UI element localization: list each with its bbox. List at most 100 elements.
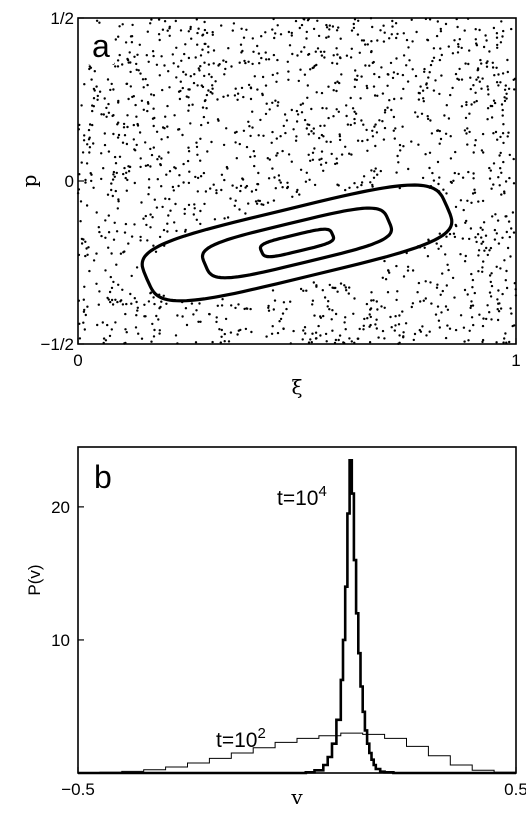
scatter-point [143,303,146,306]
scatter-point [125,82,128,86]
scatter-point [453,171,456,175]
scatter-point [139,72,142,75]
scatter-point [111,178,115,181]
scatter-point [444,253,447,256]
scatter-point [373,170,376,173]
scatter-point [187,104,191,107]
scatter-point [480,87,483,90]
scatter-point [204,42,207,46]
scatter-point [477,270,480,273]
scatter-point [466,293,469,296]
scatter-point [300,50,303,53]
scatter-point [103,97,106,100]
scatter-point [179,29,183,32]
scatter-point [448,232,452,236]
scatter-point [149,147,152,151]
scatter-point [160,300,163,303]
scatter-point [121,288,124,291]
scatter-point [182,181,185,184]
scatter-point [458,38,461,41]
scatter-point [232,22,236,25]
scatter-point [116,136,120,139]
scatter-point [142,86,145,89]
scatter-point [136,309,139,312]
scatter-point [336,80,339,83]
scatter-point [469,306,472,310]
scatter-point [390,326,393,329]
scatter-point [319,334,322,337]
scatter-point [364,64,367,67]
scatter-point [442,188,445,191]
scatter-point [490,116,494,119]
scatter-point [334,162,337,166]
scatter-point [362,328,365,331]
scatter-point [239,189,242,193]
scatter-point [203,61,206,64]
scatter-point [384,278,388,281]
scatter-point [265,58,268,61]
scatter-point [436,20,439,23]
scatter-point [477,254,480,257]
scatter-point [382,138,386,141]
scatter-point [441,272,444,275]
series-label-t-1e4: t=104 [277,483,327,510]
scatter-point [179,89,182,93]
scatter-point [360,181,364,184]
scatter-point [129,61,132,64]
scatter-point [378,119,381,122]
scatter-point [302,329,305,332]
scatter-point [395,298,398,302]
scatter-point [236,98,239,102]
scatter-point [252,150,255,153]
scatter-point [335,47,338,50]
scatter-point [117,283,120,286]
scatter-point [486,253,489,257]
scatter-point [345,104,348,107]
scatter-point [320,91,324,95]
scatter-point [432,47,436,50]
scatter-point [400,97,403,100]
scatter-point [496,43,499,47]
scatter-point [312,281,315,284]
scatter-point [251,110,254,113]
scatter-point [350,153,353,156]
y-tick-label: 10 [51,631,70,650]
scatter-point [382,40,386,43]
scatter-point [502,341,505,344]
scatter-point [189,27,192,31]
scatter-point [222,59,225,62]
scatter-point [110,328,114,331]
scatter-point [491,61,494,64]
scatter-point [244,212,247,215]
scatter-point [224,317,228,321]
scatter-point [503,99,507,103]
scatter-point [155,63,159,66]
scatter-point [235,186,238,189]
scatter-point [422,97,425,100]
scatter-point [118,25,121,28]
scatter-point [349,96,352,100]
scatter-point [212,49,216,52]
scatter-point [503,88,507,92]
scatter-point [160,157,163,160]
scatter-point [395,36,398,40]
scatter-point [313,314,316,317]
scatter-point [505,286,509,290]
scatter-point [335,162,339,165]
scatter-point [374,323,377,326]
scatter-point [91,123,94,127]
scatter-point [511,211,515,214]
scatter-point [157,33,161,36]
scatter-point [488,291,492,294]
scatter-point [488,249,491,252]
scatter-point [471,286,474,289]
scatter-point [474,28,477,31]
scatter-point [410,18,413,21]
scatter-point [86,305,89,308]
scatter-point [316,47,320,50]
scatter-point [178,128,181,131]
scatter-point [151,322,154,326]
scatter-point [136,53,139,56]
scatter-point [426,115,429,118]
scatter-point [463,260,467,263]
